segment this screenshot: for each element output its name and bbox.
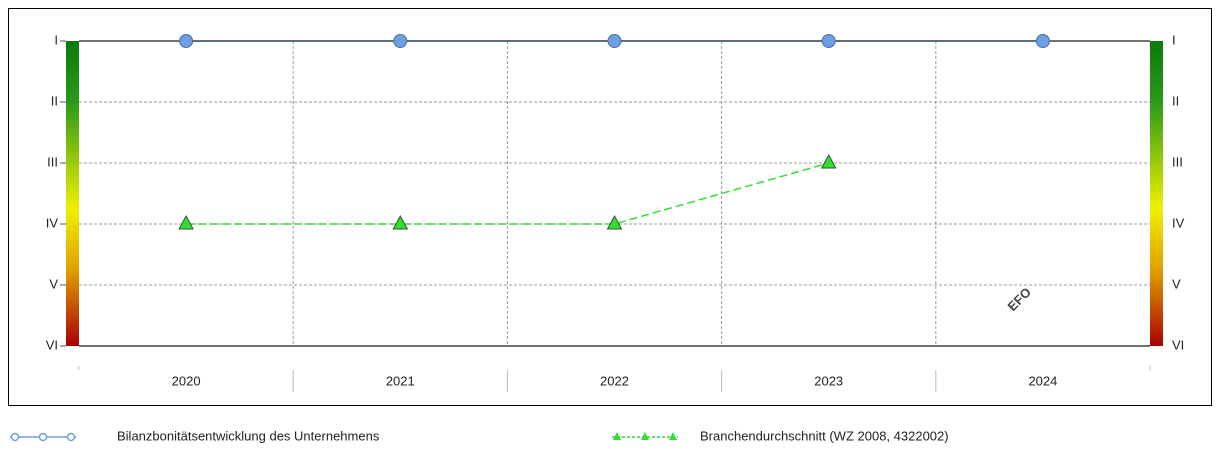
x-tick-label: 2024 (1028, 373, 1057, 388)
y2-tick-label: VI (1172, 337, 1184, 352)
legend-marker (669, 432, 677, 440)
legend-marker (10, 432, 20, 442)
y2-tick-label: IV (1172, 215, 1185, 230)
x-tick-label: 2022 (600, 373, 629, 388)
y-tick-label: III (47, 154, 58, 169)
y-tick-label: VI (46, 337, 58, 352)
legend-marker (66, 432, 76, 442)
y-tick-label: V (49, 276, 58, 291)
rating-bar-left (66, 41, 79, 346)
triangle-marker (820, 153, 837, 169)
circle-marker (1035, 34, 1050, 48)
triangle-marker (392, 214, 409, 230)
circle-marker (607, 34, 622, 48)
circle-marker (179, 34, 194, 48)
legend-marker (38, 432, 48, 442)
y2-tick-label: V (1172, 276, 1181, 291)
y-tick-label: IV (46, 215, 59, 230)
y2-tick-label: III (1172, 154, 1183, 169)
legend-label: Branchendurchschnitt (WZ 2008, 4322002) (700, 428, 949, 443)
y-tick-label: II (51, 93, 58, 108)
legend-label: Bilanzbonitätsentwicklung des Unternehme… (117, 428, 380, 443)
legend-marker (613, 432, 621, 440)
x-tick-label: 2021 (386, 373, 415, 388)
chart-frame (8, 8, 1212, 406)
triangle-marker (606, 214, 623, 230)
circle-marker (821, 34, 836, 48)
x-tick-label: 2020 (172, 373, 201, 388)
y-tick-label: I (54, 32, 58, 47)
legend-marker (641, 432, 649, 440)
y2-tick-label: II (1172, 93, 1179, 108)
triangle-marker (178, 214, 194, 230)
circle-marker (393, 34, 408, 48)
y2-tick-label: I (1172, 32, 1176, 47)
x-tick-label: 2023 (814, 373, 843, 388)
rating-bar-right (1150, 41, 1163, 346)
